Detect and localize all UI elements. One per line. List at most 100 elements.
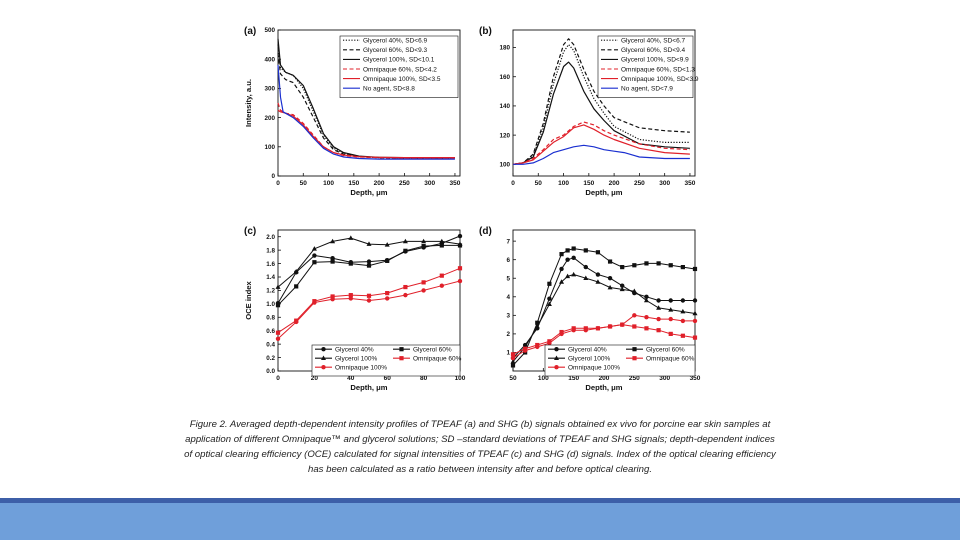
series-line bbox=[512, 121, 690, 165]
legend-label: Glycerol 100%, SD<9.9 bbox=[621, 57, 689, 64]
legend-box bbox=[339, 35, 459, 98]
x-tick-label: 0 bbox=[276, 375, 280, 382]
data-point bbox=[439, 283, 444, 288]
x-tick-label: 100 bbox=[558, 180, 569, 187]
data-point bbox=[275, 284, 281, 289]
series-line bbox=[512, 61, 690, 165]
legend-marker bbox=[554, 347, 559, 352]
y-tick-label: 100 bbox=[499, 162, 510, 169]
series-5 bbox=[275, 278, 463, 341]
data-point bbox=[312, 260, 317, 265]
data-point bbox=[620, 283, 625, 288]
x-tick-label: 150 bbox=[583, 180, 594, 187]
plot-frame bbox=[512, 29, 696, 177]
series-1 bbox=[512, 43, 690, 165]
data-point bbox=[595, 279, 601, 284]
legend-marker bbox=[399, 356, 404, 361]
y-tick-label: 160 bbox=[499, 74, 510, 81]
data-point bbox=[619, 286, 625, 292]
data-point bbox=[547, 281, 552, 286]
series-line bbox=[277, 102, 455, 159]
data-point bbox=[510, 363, 516, 368]
data-point bbox=[348, 235, 354, 240]
legend-label: No agent, SD<7.9 bbox=[621, 86, 673, 93]
legend-box bbox=[597, 35, 694, 98]
x-tick-label: 100 bbox=[323, 180, 334, 187]
data-point bbox=[330, 238, 336, 244]
legend-label: Glycerol 40%, SD<6.9 bbox=[363, 38, 428, 45]
x-tick-label: 350 bbox=[690, 375, 701, 382]
data-point bbox=[402, 238, 408, 244]
y-tick-label: 1.8 bbox=[266, 247, 275, 254]
data-point bbox=[275, 330, 281, 335]
data-point bbox=[421, 244, 426, 249]
data-point bbox=[439, 243, 444, 248]
data-point bbox=[595, 250, 601, 255]
data-point bbox=[366, 263, 372, 268]
data-point bbox=[384, 242, 390, 247]
data-point bbox=[595, 326, 601, 331]
data-point bbox=[294, 319, 299, 325]
data-point bbox=[330, 296, 335, 302]
legend-marker bbox=[554, 355, 559, 360]
data-point bbox=[668, 307, 674, 312]
chart-panel-4: 50 100 150 200 250 300 350 1 2 3 4 5 6 7 (d) Depth, μm G… bbox=[479, 226, 701, 392]
x-tick-label: 150 bbox=[568, 375, 579, 382]
series-6 bbox=[277, 64, 455, 160]
legend-marker bbox=[632, 347, 637, 352]
data-point bbox=[330, 256, 335, 261]
data-point bbox=[607, 284, 613, 290]
panel-label: (a) bbox=[244, 26, 256, 37]
data-point bbox=[644, 326, 649, 331]
x-tick-label: 200 bbox=[609, 180, 620, 187]
x-tick-label: 300 bbox=[659, 375, 670, 382]
legend: Glycerol 40% Glycerol 60% Glycerol 100% Omn… bbox=[311, 344, 462, 377]
data-point bbox=[565, 273, 571, 279]
x-tick-label: 200 bbox=[374, 180, 385, 187]
y-tick-label: 0.2 bbox=[266, 355, 275, 362]
series-4 bbox=[277, 102, 455, 159]
data-point bbox=[535, 344, 540, 350]
data-point bbox=[421, 288, 426, 293]
data-point bbox=[620, 265, 625, 270]
legend-label: Omnipaque 60%, SD<1.3 bbox=[621, 66, 695, 73]
data-point bbox=[583, 275, 589, 281]
chart-panel-3: 0 20 40 60 80 100 0.0 0.2 0.4 0.6 0.8 1.0 1.2 1.4 1.6 1… bbox=[244, 226, 466, 392]
data-point bbox=[546, 301, 552, 307]
legend: Glycerol 40%, SD<6.7 Glycerol 60%, SD<9.4… bbox=[597, 35, 699, 98]
x-tick-label: 50 bbox=[535, 180, 543, 187]
series-line bbox=[512, 43, 690, 165]
series-5 bbox=[277, 109, 455, 159]
data-point bbox=[583, 264, 588, 270]
series-5 bbox=[510, 313, 698, 361]
data-point bbox=[680, 308, 686, 314]
data-point bbox=[385, 291, 390, 296]
data-point bbox=[656, 298, 661, 303]
y-tick-label: 7 bbox=[506, 238, 510, 245]
y-tick-label: 300 bbox=[264, 86, 275, 93]
x-tick-label: 100 bbox=[538, 375, 549, 382]
legend-marker bbox=[321, 347, 326, 352]
panel-label: (b) bbox=[479, 26, 492, 37]
y-tick-label: 1 bbox=[506, 350, 510, 357]
data-point bbox=[457, 278, 463, 284]
data-point bbox=[385, 296, 390, 301]
x-tick-label: 250 bbox=[629, 375, 640, 382]
y-tick-label: 6 bbox=[506, 257, 510, 264]
legend: Glycerol 40% Glycerol 60% Glycerol 100% Omn… bbox=[544, 344, 696, 377]
data-point bbox=[348, 293, 353, 298]
data-point bbox=[668, 263, 673, 268]
x-tick-label: 0 bbox=[276, 180, 280, 187]
data-point bbox=[631, 288, 637, 294]
x-tick-label: 300 bbox=[424, 180, 435, 187]
x-tick-label: 350 bbox=[450, 180, 461, 187]
chart-panel-2: 0 50 100 150 200 250 300 350 100 120 140 160 180 (b) D… bbox=[479, 26, 699, 197]
data-point bbox=[571, 327, 576, 333]
data-point bbox=[571, 246, 576, 251]
x-tick-label: 250 bbox=[399, 180, 410, 187]
data-point bbox=[656, 328, 661, 333]
data-point bbox=[366, 259, 372, 264]
data-point bbox=[692, 310, 698, 316]
data-point bbox=[680, 298, 686, 303]
data-point bbox=[680, 333, 685, 338]
